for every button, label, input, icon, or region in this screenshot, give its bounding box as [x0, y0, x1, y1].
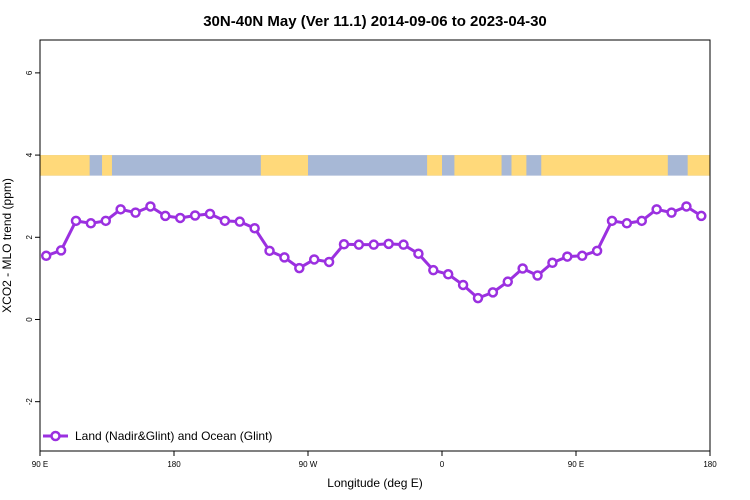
data-point-19 — [323, 256, 335, 268]
data-point-40 — [636, 215, 648, 227]
map-land-0 — [40, 155, 90, 176]
data-point-11 — [204, 208, 216, 220]
data-point-8 — [160, 210, 171, 222]
data-point-17 — [294, 262, 305, 274]
data-point-3 — [85, 218, 97, 229]
y-axis-label: XCO2 - MLO trend (ppm) — [0, 178, 14, 313]
data-point-7 — [145, 201, 156, 212]
data-point-12 — [219, 215, 231, 227]
data-point-20 — [338, 239, 350, 250]
data-point-0 — [40, 250, 52, 262]
data-point-41 — [651, 204, 662, 215]
data-point-14 — [249, 222, 260, 234]
data-point-13 — [234, 216, 246, 227]
x-tick-label-4: 90 E — [568, 460, 584, 469]
y-tick-label-2: 2 — [25, 235, 34, 240]
map-land-5 — [511, 155, 527, 176]
data-point-29 — [472, 292, 484, 304]
y-tick-label-0: -2 — [25, 398, 34, 406]
series-layer — [40, 201, 707, 304]
data-point-24 — [398, 239, 409, 250]
x-tick-label-2: 90 W — [299, 460, 318, 469]
data-point-23 — [383, 238, 394, 250]
legend: Land (Nadir&Glint) and Ocean (Glint) — [43, 429, 272, 443]
world-map-band — [40, 155, 710, 176]
data-point-37 — [591, 245, 603, 257]
y-axis: -2 0 2 4 6 — [25, 70, 40, 405]
chart-title: 30N-40N May (Ver 11.1) 2014-09-06 to 202… — [203, 13, 547, 30]
map-land-2 — [260, 155, 308, 176]
data-point-22 — [368, 239, 380, 250]
x-tick-label-0: 90 E — [32, 460, 48, 469]
data-point-33 — [532, 270, 543, 281]
series-line-0 — [45, 204, 703, 300]
data-point-10 — [189, 210, 201, 221]
x-axis: 90 E 180 90 W 0 90 E 180 — [32, 451, 717, 469]
data-point-25 — [413, 248, 424, 259]
data-point-31 — [502, 276, 514, 287]
data-point-9 — [174, 212, 186, 224]
data-point-32 — [517, 263, 528, 274]
data-point-39 — [621, 218, 633, 229]
x-axis-label: Longitude (deg E) — [327, 476, 422, 490]
data-point-43 — [681, 201, 692, 212]
data-point-28 — [457, 279, 469, 291]
legend-marker — [50, 430, 61, 442]
data-point-18 — [308, 254, 320, 265]
data-point-2 — [70, 215, 82, 227]
data-point-1 — [55, 245, 67, 256]
data-point-5 — [115, 204, 126, 215]
data-point-4 — [100, 215, 112, 227]
map-land-1 — [102, 155, 112, 176]
x-tick-label-5: 180 — [703, 460, 717, 469]
data-point-35 — [562, 251, 573, 262]
x-tick-label-3: 0 — [440, 460, 445, 469]
map-land-7 — [687, 155, 710, 176]
data-point-42 — [666, 207, 677, 218]
data-point-38 — [606, 215, 618, 227]
y-tick-label-3: 4 — [25, 152, 34, 157]
data-point-34 — [547, 257, 558, 269]
y-tick-label-1: 0 — [25, 317, 34, 322]
map-land-3 — [427, 155, 442, 176]
x-tick-label-1: 180 — [167, 460, 181, 469]
data-point-36 — [576, 250, 588, 262]
y-tick-label-4: 6 — [25, 70, 34, 75]
map-land-6 — [541, 155, 668, 176]
data-point-30 — [487, 287, 499, 298]
data-point-26 — [428, 264, 439, 276]
data-point-6 — [130, 207, 141, 218]
data-point-44 — [696, 210, 707, 222]
data-point-16 — [279, 252, 290, 263]
legend-label: Land (Nadir&Glint) and Ocean (Glint) — [75, 429, 272, 443]
data-point-21 — [353, 239, 365, 250]
plot-frame — [39, 39, 711, 452]
map-land-4 — [454, 155, 502, 176]
data-point-27 — [442, 269, 454, 280]
data-point-15 — [264, 245, 275, 257]
